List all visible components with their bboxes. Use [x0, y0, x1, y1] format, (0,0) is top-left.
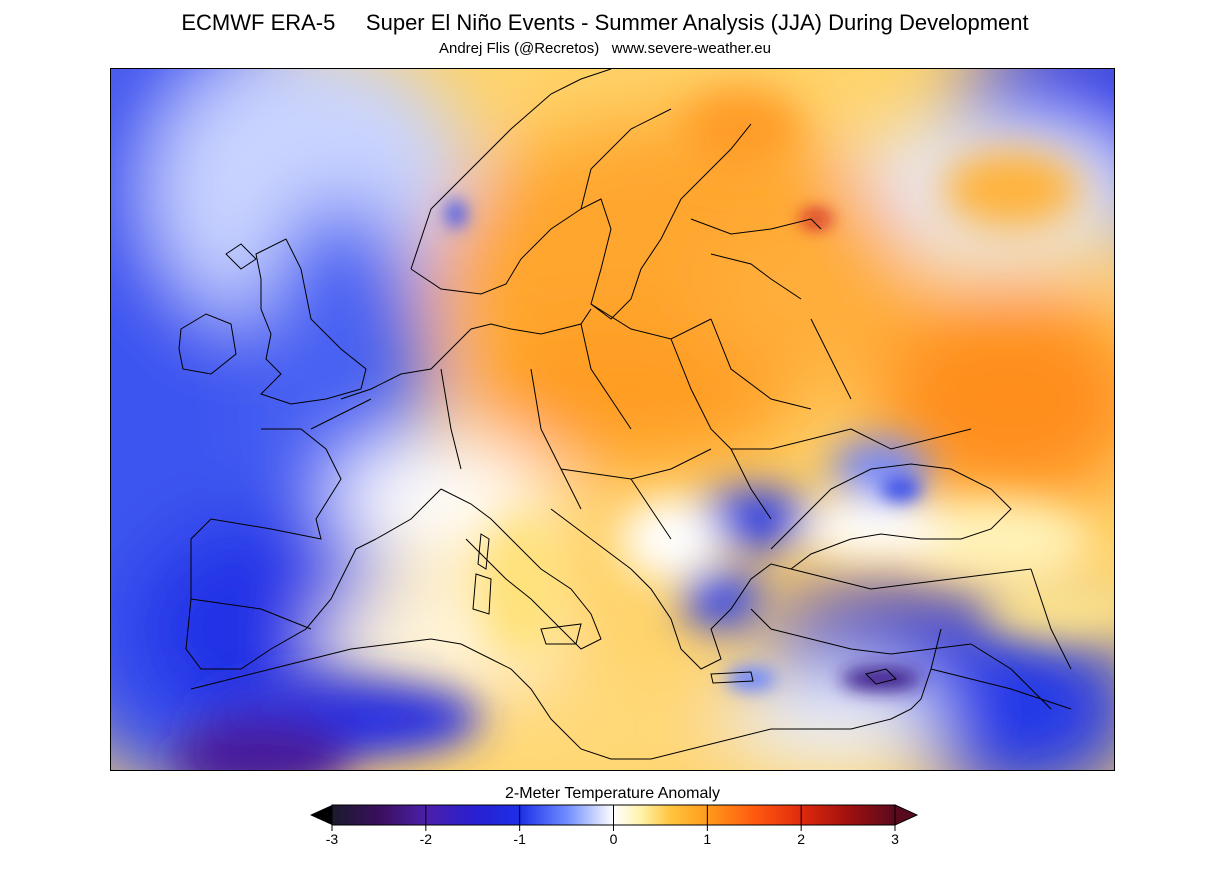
chart-title: ECMWF ERA-5 Super El Niño Events - Summe…: [181, 10, 1029, 35]
colorbar-tick-label: 3: [891, 831, 899, 847]
anomaly-local: [446, 200, 921, 691]
colorbar-tick-label: 0: [609, 831, 618, 847]
colorbar-extend-high: [894, 804, 919, 826]
colorbar-label: 2-Meter Temperature Anomaly: [505, 785, 720, 802]
colorbar-extend-low: [310, 805, 332, 825]
colorbar-tick-label: -2: [419, 831, 433, 847]
map-svg: [111, 69, 1114, 770]
temperature-anomaly-map: [110, 68, 1115, 771]
colorbar: [310, 804, 919, 831]
colorbar-tick-label: 1: [703, 831, 712, 847]
coastlines-and-borders: [178, 69, 1072, 760]
colorbar-tick-label: 2: [797, 831, 806, 847]
colorbar-tick-label: -1: [513, 831, 526, 847]
chart-subtitle: Andrej Flis (@Recretos) www.severe-weath…: [438, 40, 771, 57]
colorbar-ticks: [331, 805, 896, 831]
colorbar-tick-label: -3: [325, 831, 339, 847]
anomaly-large-scale: [111, 69, 1114, 770]
